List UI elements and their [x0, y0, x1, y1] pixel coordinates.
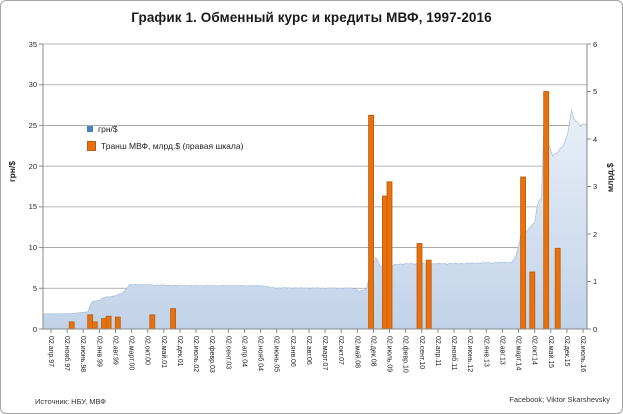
x-axis-tick-label: 02.июнь.98 [79, 336, 87, 373]
x-axis-tick-label: 02.авг.06 [304, 336, 312, 365]
x-axis-tick-label: 02.дек.01 [175, 336, 183, 367]
x-axis-tick-label: 02.март.07 [321, 336, 329, 371]
right-axis-tick-label: 0 [593, 324, 598, 334]
imf-tranche-bar [543, 91, 550, 330]
x-axis-tick-label: 02.авг.13 [498, 336, 506, 365]
x-axis-tick-label: 02.сент.10 [417, 336, 425, 370]
imf-tranche-bar [386, 181, 393, 330]
left-axis-tick-label: 35 [28, 39, 37, 49]
imf-tranche-legend-marker-icon [87, 141, 96, 151]
legend-label: грн/$ [98, 124, 118, 134]
x-axis-tick-label: 02.май.01 [159, 336, 167, 369]
x-axis-tick-label: 02.июль.09 [385, 336, 393, 373]
legend-item-exchange-rate: грн/$ [87, 124, 243, 134]
x-axis-tick-label: 02.дек.08 [369, 336, 377, 367]
left-axis-tick-label: 30 [28, 80, 37, 90]
imf-tranche-bar [520, 176, 526, 330]
x-axis-tick-label: 02.май.15 [546, 336, 554, 369]
right-axis-tick-label: 1 [593, 277, 598, 286]
left-axis-tick-label: 5 [32, 283, 37, 293]
x-axis-tick-label: 02.февр.10 [401, 336, 409, 373]
left-axis-tick-label: 25 [28, 120, 37, 130]
x-axis-tick-label: 02.март.14 [514, 336, 522, 371]
x-axis-tick-label: 02.апр.97 [47, 336, 54, 368]
imf-tranche-bar [114, 316, 121, 330]
left-axis-tick-label: 0 [32, 324, 37, 334]
legend-label: Транш МВФ, млрд.$ (правая шкала) [101, 141, 244, 151]
x-axis-tick-label: 02.май.08 [353, 336, 361, 369]
x-axis-tick-label: 02.нояб.11 [450, 336, 458, 371]
imf-tranche-bar [425, 259, 432, 330]
x-axis-tick-label: 02.окт.14 [530, 336, 538, 365]
imf-tranche-bar [529, 271, 536, 330]
chart-title: График 1. Обменный курс и кредиты МВФ, 1… [131, 10, 492, 25]
left-axis-tick-label: 15 [28, 202, 37, 212]
x-axis-tick-label: 02.сент.03 [224, 336, 232, 370]
right-axis-tick-label: 3 [593, 182, 598, 191]
exchange-rate-area [42, 110, 588, 330]
right-axis-tick-label: 5 [593, 87, 598, 96]
source-note: Источник: НБУ, МВФ [35, 397, 106, 406]
imf-tranche-bar [91, 321, 98, 330]
left-axis-tick-label: 10 [28, 243, 37, 253]
x-axis-tick-label: 02.март.00 [127, 336, 135, 371]
imf-tranche-bar [170, 308, 177, 330]
x-axis-tick-label: 02.июнь.12 [466, 336, 474, 373]
x-axis-tick-label: 02.февр.03 [208, 336, 216, 373]
x-axis-tick-label: 02.янв.06 [288, 336, 296, 367]
legend: грн/$ Транш МВФ, млрд.$ (правая шкала) [87, 124, 243, 158]
right-axis-tick-label: 4 [593, 134, 598, 144]
right-axis-tick-label: 2 [593, 229, 598, 239]
imf-tranche-bar [416, 243, 423, 330]
credit-note: Facebook; Viktor Skarshevsky [509, 395, 610, 404]
x-axis-tick-label: 02.окт.07 [337, 336, 345, 365]
x-axis-tick-label: 02.окт.00 [143, 336, 151, 365]
imf-tranche-bar [368, 114, 375, 330]
x-axis-tick-label: 02.нояб.97 [63, 336, 71, 372]
legend-item-imf-tranche: Транш МВФ, млрд.$ (правая шкала) [87, 141, 243, 151]
imf-tranche-bar [149, 314, 156, 330]
x-axis-tick-label: 02.июнь.05 [272, 336, 280, 373]
left-axis-tick-label: 20 [28, 161, 37, 171]
x-axis-tick-label: 02.янв.13 [482, 336, 490, 367]
x-axis-tick-label: 02.июль.16 [579, 336, 586, 373]
x-axis-tick-label: 02.дек.15 [562, 336, 570, 367]
x-axis-tick-label: 02.апр.11 [433, 336, 441, 367]
x-axis-tick-label: 02.авг.99 [111, 336, 119, 365]
x-axis-tick-label: 02.июль.02 [192, 336, 200, 373]
x-axis-tick-label: 02.нояб.04 [256, 336, 264, 372]
imf-tranche-bar [68, 321, 75, 330]
x-axis-tick-label: 02.янв.99 [95, 336, 103, 367]
imf-tranche-bar [105, 315, 112, 330]
right-axis-tick-label: 6 [593, 39, 598, 49]
imf-tranche-bar [554, 247, 561, 330]
x-axis-tick-label: 02.апр.04 [240, 336, 248, 368]
exchange-rate-legend-marker-icon [87, 126, 93, 132]
